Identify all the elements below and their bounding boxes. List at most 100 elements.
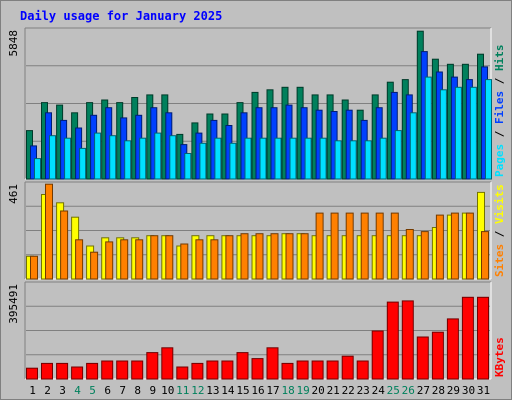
legend-hits_files_pages: Pages / Files / Hits bbox=[493, 45, 506, 178]
bar-kbytes-day-6 bbox=[101, 360, 114, 380]
bar-pages-day-3 bbox=[64, 137, 72, 180]
bar-pages-day-24 bbox=[379, 137, 387, 180]
x-tick-label-day-11: 11 bbox=[176, 384, 189, 397]
bar-pages-day-28 bbox=[439, 89, 447, 180]
bar-kbytes-day-18 bbox=[281, 362, 294, 380]
legend-entry-sites: Sites bbox=[493, 244, 506, 277]
bar-kbytes-day-29 bbox=[446, 318, 459, 380]
bar-pages-day-1 bbox=[34, 158, 41, 180]
bar-kbytes-day-10 bbox=[161, 347, 174, 380]
x-tick-label-day-19: 19 bbox=[296, 384, 309, 397]
bar-sites-day-2 bbox=[45, 183, 53, 280]
bar-sites-day-21 bbox=[330, 212, 339, 280]
x-tick-label-day-24: 24 bbox=[372, 384, 386, 397]
bar-pages-day-19 bbox=[304, 137, 312, 180]
x-tick-label-day-27: 27 bbox=[417, 384, 430, 397]
bar-kbytes-day-9 bbox=[146, 352, 159, 380]
bar-sites-day-6 bbox=[105, 241, 114, 280]
bar-pages-day-11 bbox=[184, 153, 192, 180]
bar-sites-day-4 bbox=[75, 239, 84, 280]
x-tick-label-day-8: 8 bbox=[134, 384, 141, 397]
bar-kbytes-day-13 bbox=[206, 360, 219, 380]
bar-sites-day-9 bbox=[150, 235, 159, 280]
bar-sites-day-31 bbox=[481, 231, 489, 280]
bar-kbytes-day-31 bbox=[477, 296, 489, 380]
bar-kbytes-day-26 bbox=[401, 300, 414, 380]
legend-entry-kbytes: KBytes bbox=[493, 337, 506, 377]
x-tick-label-day-26: 26 bbox=[402, 384, 415, 397]
legend-separator: / bbox=[493, 224, 506, 244]
legend-entry-hits: Hits bbox=[493, 45, 506, 72]
x-tick-label-day-29: 29 bbox=[447, 384, 460, 397]
bar-pages-day-29 bbox=[454, 86, 462, 180]
bar-kbytes-day-25 bbox=[386, 301, 399, 380]
bar-pages-day-4 bbox=[79, 147, 87, 180]
bar-sites-day-17 bbox=[270, 233, 279, 280]
bar-pages-day-17 bbox=[274, 137, 282, 180]
bar-sites-day-26 bbox=[405, 229, 414, 280]
bar-kbytes-day-17 bbox=[266, 347, 279, 380]
bar-kbytes-day-1 bbox=[26, 367, 38, 380]
bar-sites-day-19 bbox=[300, 233, 309, 280]
bar-kbytes-day-14 bbox=[221, 360, 234, 380]
bar-kbytes-day-30 bbox=[461, 296, 474, 380]
bar-kbytes-day-5 bbox=[86, 362, 99, 380]
bar-sites-day-15 bbox=[240, 233, 249, 280]
bar-pages-day-2 bbox=[49, 135, 56, 180]
bar-pages-day-15 bbox=[244, 137, 252, 180]
bar-sites-day-13 bbox=[210, 239, 219, 280]
bar-pages-day-21 bbox=[334, 140, 342, 180]
bar-pages-day-25 bbox=[394, 130, 402, 180]
legend-kbytes: KBytes bbox=[493, 337, 506, 377]
bar-pages-day-13 bbox=[214, 137, 222, 180]
legend-entry-files: Files bbox=[493, 91, 506, 124]
bar-sites-day-12 bbox=[195, 239, 204, 280]
bar-kbytes-day-28 bbox=[431, 331, 444, 380]
legend-visits_sites: Sites / Visits bbox=[493, 184, 506, 277]
x-tick-label-day-6: 6 bbox=[104, 384, 111, 397]
bar-kbytes-day-24 bbox=[371, 330, 384, 380]
bar-kbytes-day-15 bbox=[236, 352, 249, 380]
bar-kbytes-day-8 bbox=[131, 360, 144, 380]
bar-pages-day-10 bbox=[169, 135, 177, 180]
bar-sites-day-25 bbox=[390, 212, 399, 280]
bar-kbytes-day-4 bbox=[71, 366, 84, 380]
bar-sites-day-29 bbox=[450, 212, 459, 280]
legend-separator: / bbox=[493, 71, 506, 91]
bar-pages-day-30 bbox=[469, 86, 477, 180]
x-tick-label-day-15: 15 bbox=[236, 384, 249, 397]
x-tick-label-day-9: 9 bbox=[149, 384, 156, 397]
x-tick-label-day-12: 12 bbox=[191, 384, 204, 397]
bar-kbytes-day-19 bbox=[296, 360, 309, 380]
bar-pages-day-5 bbox=[94, 132, 102, 180]
bar-pages-day-18 bbox=[289, 137, 297, 180]
bar-kbytes-day-2 bbox=[41, 362, 53, 380]
legend-separator: / bbox=[493, 124, 506, 144]
x-tick-label-day-28: 28 bbox=[432, 384, 445, 397]
x-tick-label-day-22: 22 bbox=[342, 384, 355, 397]
x-tick-label-day-23: 23 bbox=[357, 384, 370, 397]
x-tick-label-day-13: 13 bbox=[206, 384, 219, 397]
bar-sites-day-24 bbox=[375, 212, 384, 280]
bar-pages-day-8 bbox=[139, 137, 147, 180]
x-tick-label-day-7: 7 bbox=[119, 384, 126, 397]
legend-entry-visits: Visits bbox=[493, 184, 506, 224]
bar-kbytes-day-7 bbox=[116, 360, 129, 380]
x-tick-label-day-14: 14 bbox=[221, 384, 235, 397]
bar-kbytes-day-23 bbox=[356, 360, 369, 380]
bar-kbytes-day-27 bbox=[416, 336, 429, 380]
bar-pages-day-26 bbox=[409, 112, 417, 180]
bar-sites-day-22 bbox=[345, 212, 354, 280]
bar-sites-day-1 bbox=[30, 255, 38, 280]
x-tick-label-day-16: 16 bbox=[251, 384, 264, 397]
bar-pages-day-6 bbox=[109, 135, 117, 180]
bar-sites-day-16 bbox=[255, 233, 264, 280]
bar-sites-day-28 bbox=[435, 214, 444, 280]
x-tick-label-day-3: 3 bbox=[59, 384, 66, 397]
bar-sites-day-14 bbox=[225, 235, 234, 280]
bar-pages-day-14 bbox=[229, 142, 237, 180]
bar-pages-day-27 bbox=[424, 76, 432, 180]
y-max-label: 461 bbox=[7, 184, 20, 204]
